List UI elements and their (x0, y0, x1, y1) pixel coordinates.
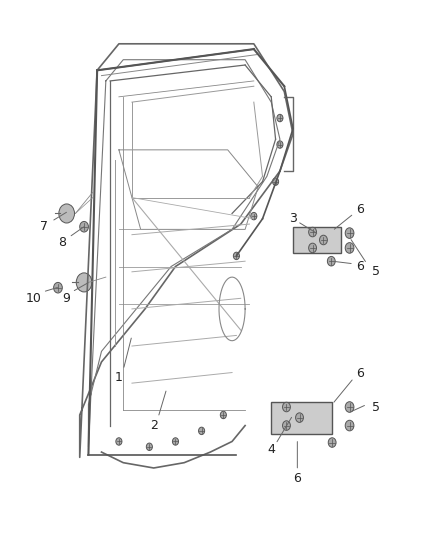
Circle shape (345, 402, 354, 413)
Text: 10: 10 (25, 292, 41, 305)
Circle shape (59, 204, 74, 223)
Polygon shape (293, 227, 341, 253)
Circle shape (309, 243, 317, 253)
Circle shape (283, 421, 290, 430)
Text: 4: 4 (267, 443, 275, 456)
Text: 6: 6 (357, 203, 364, 216)
Circle shape (345, 228, 354, 238)
Circle shape (53, 282, 62, 293)
Circle shape (146, 443, 152, 450)
Text: 5: 5 (372, 400, 380, 414)
Circle shape (320, 235, 327, 245)
Text: 3: 3 (289, 212, 297, 225)
Text: 7: 7 (39, 220, 48, 233)
Circle shape (277, 114, 283, 122)
Circle shape (277, 141, 283, 148)
Circle shape (76, 273, 92, 292)
Text: 6: 6 (357, 367, 364, 380)
Polygon shape (271, 402, 332, 433)
Circle shape (80, 221, 88, 232)
Circle shape (173, 438, 179, 445)
Circle shape (309, 227, 317, 237)
Circle shape (327, 256, 335, 266)
Text: 9: 9 (62, 292, 70, 305)
Text: 2: 2 (150, 419, 158, 432)
Circle shape (251, 213, 257, 220)
Circle shape (198, 427, 205, 434)
Circle shape (345, 420, 354, 431)
Text: 6: 6 (293, 472, 301, 485)
Circle shape (233, 252, 240, 260)
Circle shape (272, 178, 279, 185)
Text: 6: 6 (357, 260, 364, 273)
Circle shape (328, 438, 336, 447)
Circle shape (220, 411, 226, 419)
Circle shape (296, 413, 304, 422)
Circle shape (116, 438, 122, 445)
Text: 1: 1 (115, 372, 123, 384)
Text: 8: 8 (58, 236, 66, 249)
Circle shape (283, 402, 290, 412)
Text: 5: 5 (372, 265, 380, 278)
Circle shape (345, 243, 354, 253)
